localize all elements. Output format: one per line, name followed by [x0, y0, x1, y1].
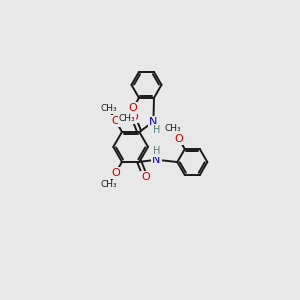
Text: H: H [153, 146, 160, 156]
Text: CH₃: CH₃ [100, 180, 117, 189]
Text: CH₃: CH₃ [164, 124, 181, 133]
Text: O: O [141, 172, 150, 182]
Text: O: O [111, 116, 120, 126]
Text: O: O [129, 103, 138, 113]
Text: CH₃: CH₃ [118, 114, 135, 123]
Text: N: N [152, 155, 161, 165]
Text: O: O [175, 134, 183, 144]
Text: O: O [111, 168, 120, 178]
Text: CH₃: CH₃ [100, 104, 117, 113]
Text: N: N [149, 117, 158, 127]
Text: H: H [153, 125, 160, 135]
Text: O: O [129, 112, 138, 122]
